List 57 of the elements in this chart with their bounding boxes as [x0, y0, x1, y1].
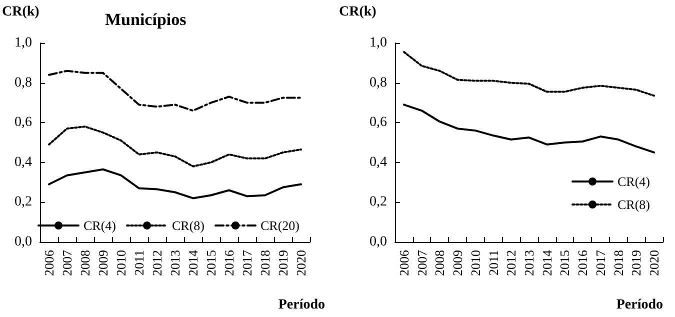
y-tick-label: 0,2: [370, 194, 387, 210]
x-tick-label: 2013: [168, 250, 182, 276]
line-series: [48, 70, 302, 112]
line-series: [402, 104, 656, 154]
x-tick-label: 2008: [432, 250, 448, 276]
x-tick-label: 2017: [240, 250, 254, 276]
x-tick-label: 2017: [592, 250, 608, 276]
x-axis-title: Período: [616, 298, 663, 312]
y-axis-title: CR(k): [339, 4, 377, 20]
x-tick-label: 2018: [258, 250, 272, 276]
y-tick-label: 0,8: [370, 75, 387, 90]
legend-label: CR(4): [84, 218, 116, 233]
x-tick-label: 2012: [504, 250, 519, 276]
x-tick-label: 2020: [646, 250, 662, 276]
x-tick-label: 2011: [486, 250, 501, 276]
line-series: [48, 168, 302, 200]
line-series: [402, 50, 656, 97]
y-tick-label: 0,4: [14, 154, 32, 170]
legend-label: CR(8): [618, 197, 650, 212]
y-tick-label: 1,0: [14, 36, 32, 50]
line-series: [48, 126, 302, 168]
x-tick-label: 2015: [204, 250, 218, 276]
y-tick-label: 1,0: [370, 36, 387, 50]
y-tick-label: 0,6: [370, 115, 387, 130]
x-tick-label: 2013: [522, 250, 536, 276]
y-tick-label: 0,4: [370, 154, 387, 170]
x-tick-label: 2016: [575, 250, 590, 276]
x-tick-label: 2011: [132, 250, 146, 276]
x-tick-label: 2015: [557, 250, 572, 276]
y-tick-label: 0,6: [14, 115, 32, 130]
x-tick-label: 2016: [222, 250, 236, 276]
y-axis-title: CR(k): [2, 4, 40, 20]
y-tick-label: 0,8: [14, 75, 32, 90]
x-tick-label: 2019: [276, 250, 290, 276]
x-axis-title: Período: [278, 298, 325, 312]
x-tick-label: 2006: [396, 250, 412, 276]
x-tick-label: 2012: [150, 250, 164, 276]
x-tick-label: 2018: [610, 250, 626, 276]
x-tick-label: 2014: [539, 250, 554, 276]
x-tick-label: 2007: [414, 250, 430, 276]
x-tick-label: 2007: [60, 250, 74, 276]
x-tick-label: 2006: [42, 250, 56, 276]
y-tick-label: 0,0: [14, 234, 32, 250]
x-tick-label: 2009: [96, 250, 110, 276]
x-tick-label: 2019: [628, 250, 644, 276]
x-tick-label: 2020: [294, 250, 308, 276]
x-tick-label: 2014: [186, 250, 200, 276]
x-tick-label: 2010: [468, 250, 483, 276]
legend-label: CR(20): [260, 218, 300, 233]
x-tick-label: 2009: [450, 250, 466, 276]
legend-label: CR(8): [172, 218, 204, 233]
x-tick-label: 2010: [114, 250, 128, 276]
chart-title: Municípios: [105, 10, 187, 29]
y-tick-label: 0,0: [370, 234, 387, 250]
x-tick-label: 2008: [78, 250, 92, 276]
y-tick-label: 0,2: [14, 194, 32, 210]
legend-label: CR(4): [618, 174, 650, 189]
